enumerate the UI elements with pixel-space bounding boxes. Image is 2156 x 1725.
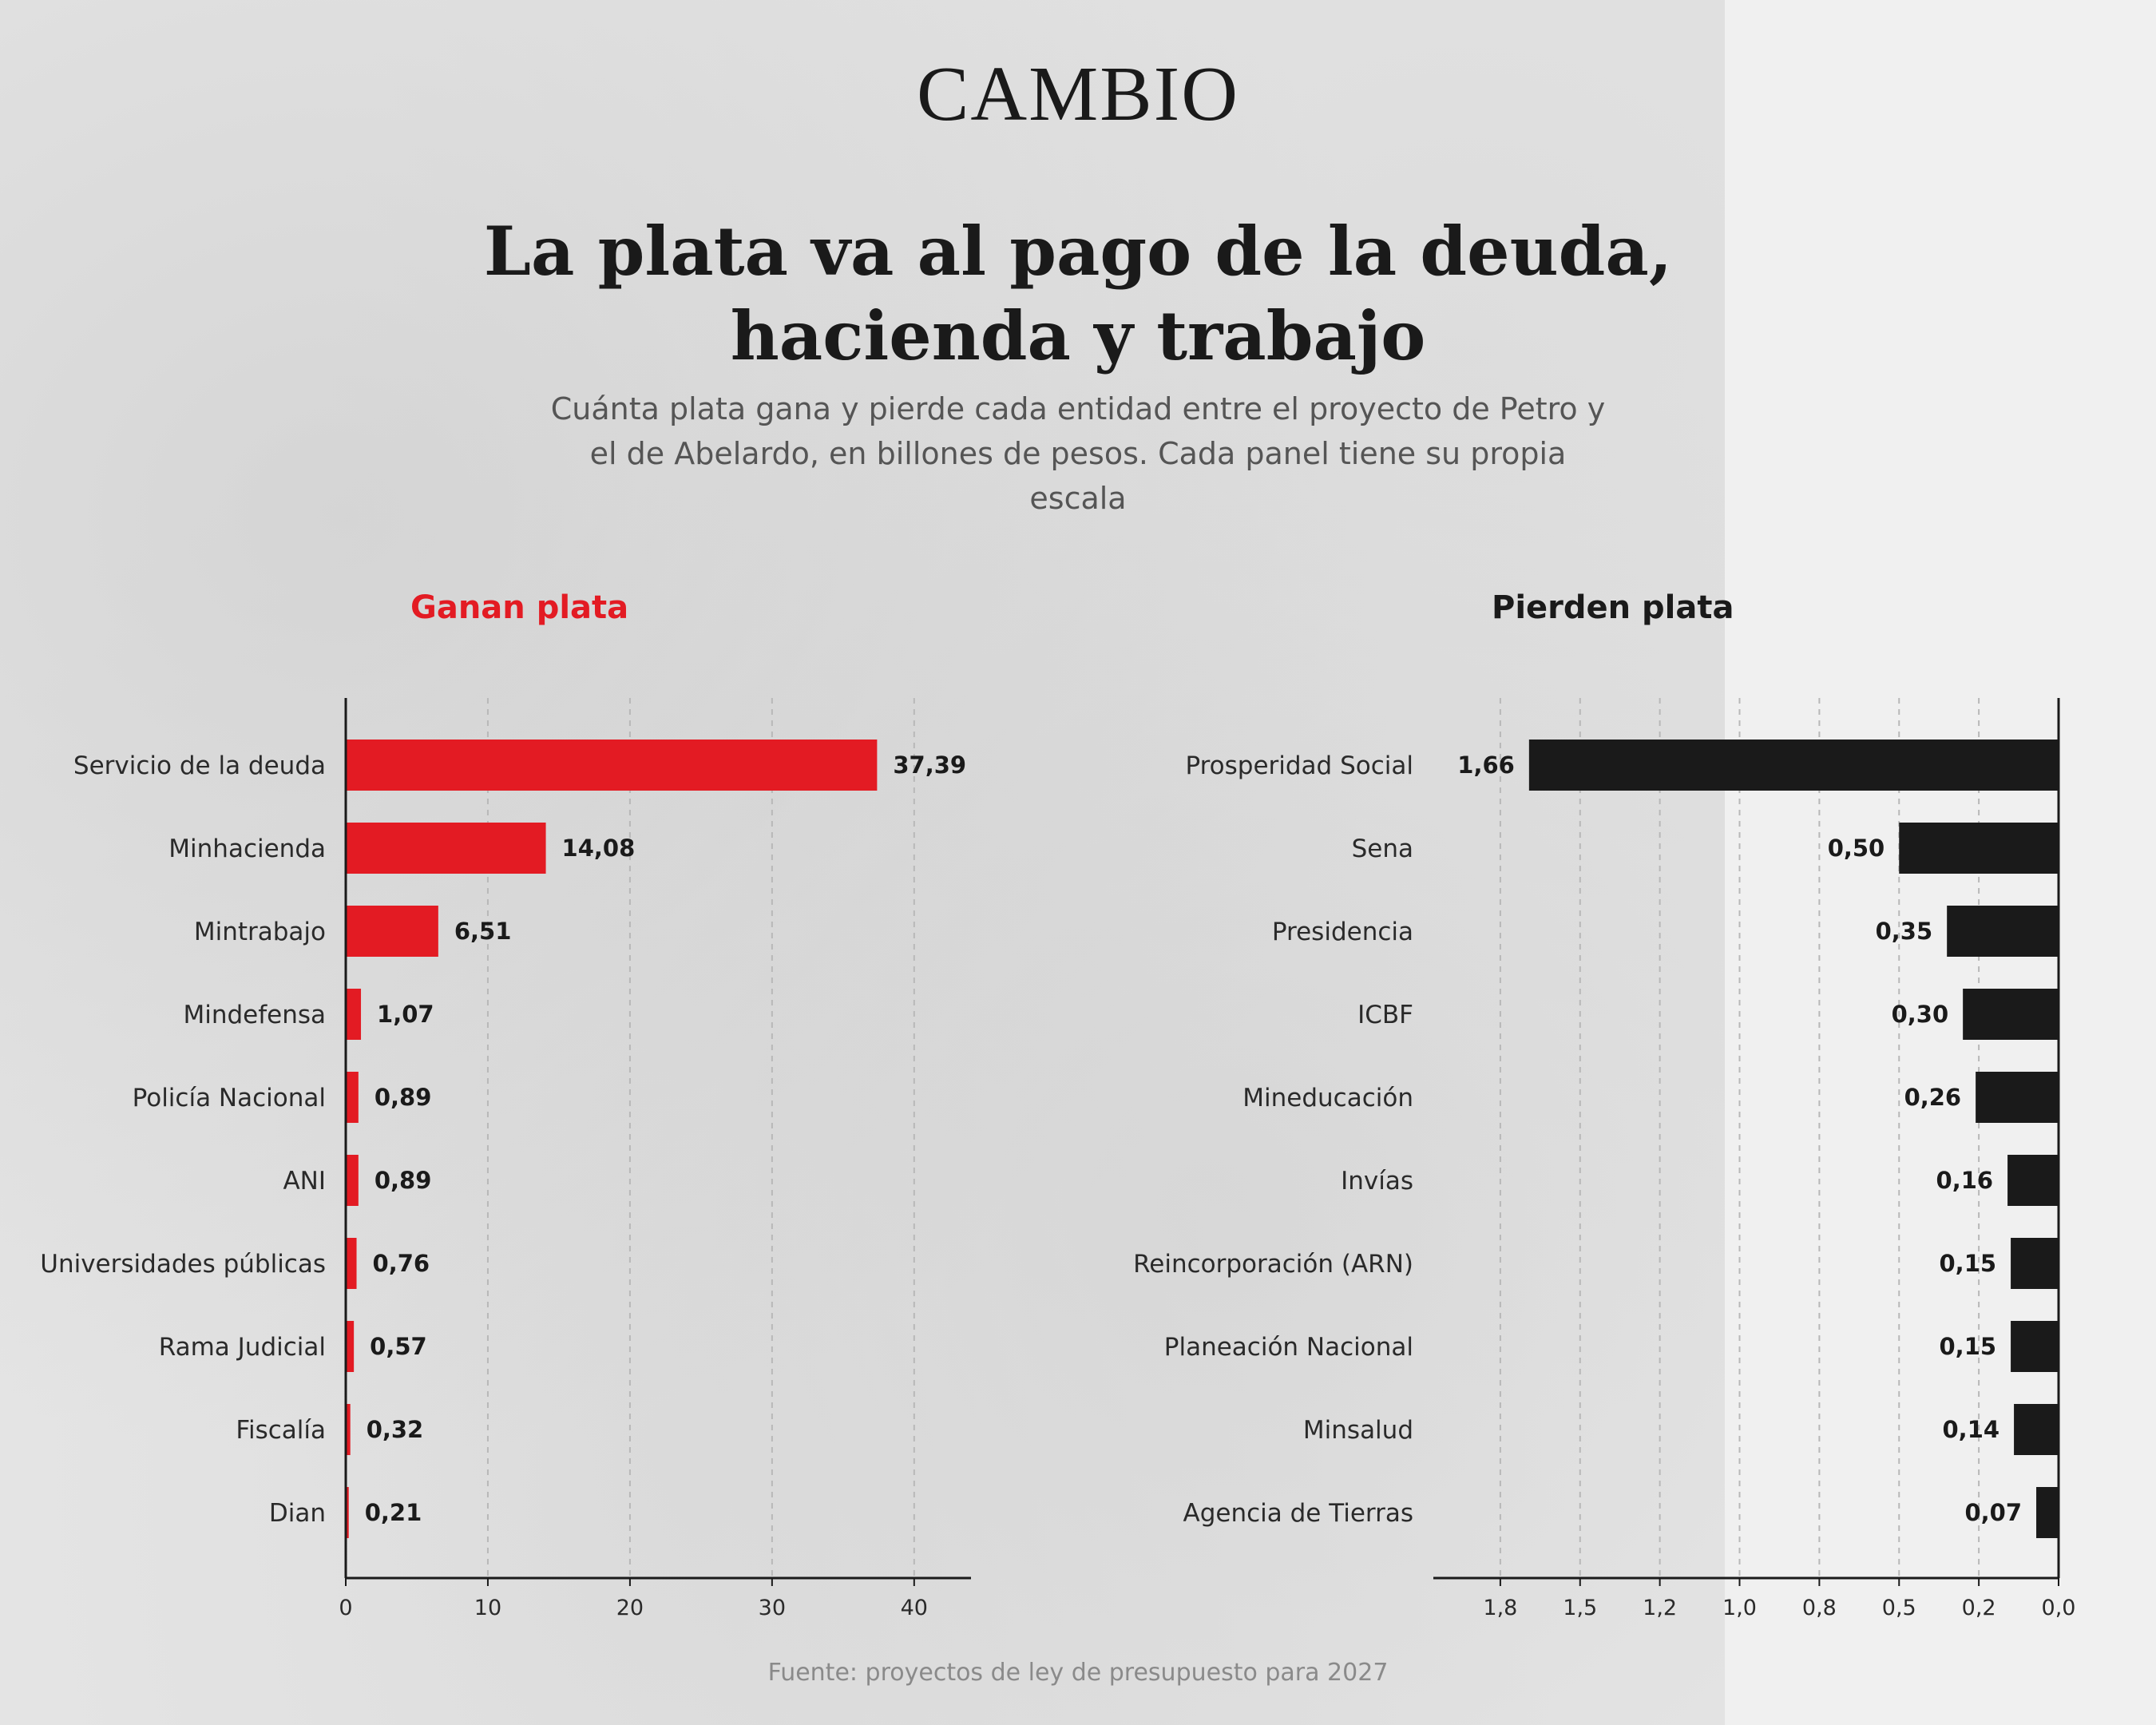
category-label: Minsalud: [1303, 1416, 1413, 1445]
tick-label: 0,5: [1882, 1596, 1916, 1620]
value-label: 0,14: [1943, 1416, 2000, 1443]
bar: [1528, 740, 2059, 791]
category-label: Minhacienda: [168, 835, 326, 863]
value-label: 1,66: [1457, 751, 1515, 779]
value-label: 0,16: [1936, 1167, 1994, 1194]
category-label: Mintrabajo: [194, 918, 326, 946]
category-label: Invías: [1341, 1167, 1413, 1196]
value-label: 0,35: [1876, 918, 1933, 945]
value-label: 37,39: [893, 751, 966, 779]
bar: [346, 1238, 357, 1289]
value-label: 14,08: [562, 835, 636, 862]
tick-label: 40: [901, 1596, 928, 1620]
value-label: 0,30: [1892, 1001, 1949, 1028]
value-label: 0,57: [370, 1333, 427, 1360]
category-label: Dian: [269, 1499, 326, 1528]
bar: [1963, 989, 2059, 1040]
value-label: 1,07: [377, 1001, 434, 1028]
category-label: Presidencia: [1272, 918, 1413, 946]
category-label: Mindefensa: [183, 1001, 326, 1029]
category-label: Reincorporación (ARN): [1133, 1250, 1413, 1279]
chart-subtitle: Cuánta plata gana y pierde cada entidad …: [550, 391, 1606, 516]
bar: [346, 1321, 355, 1372]
tick-label: 1,8: [1483, 1596, 1517, 1620]
tick-label: 1,2: [1643, 1596, 1677, 1620]
bar: [346, 1487, 349, 1538]
category-label: Fiscalía: [236, 1416, 326, 1445]
value-label: 0,89: [375, 1167, 432, 1194]
loss-panel: Prosperidad Social 1,66 Sena 0,50 Presidenci…: [1133, 698, 2075, 1620]
category-label: ANI: [283, 1167, 326, 1196]
value-label: 0,50: [1828, 835, 1885, 862]
bar: [2014, 1404, 2059, 1455]
value-label: 0,32: [367, 1416, 424, 1443]
value-label: 0,15: [1940, 1333, 1997, 1360]
bar: [2011, 1238, 2059, 1289]
cambio-logo: CAMBIO: [916, 51, 1240, 137]
value-label: 0,15: [1940, 1250, 1997, 1277]
tick-label: 0,0: [2042, 1596, 2076, 1620]
category-label: Sena: [1352, 835, 1413, 863]
value-label: 0,76: [373, 1250, 430, 1277]
value-label: 6,51: [454, 918, 512, 945]
panel-title-loss: Pierden plata: [1492, 589, 1734, 626]
bar: [346, 740, 878, 791]
category-label: Prosperidad Social: [1185, 751, 1413, 780]
category-label: Servicio de la deuda: [73, 751, 326, 780]
bar: [2007, 1155, 2059, 1206]
tick-label: 0,2: [1962, 1596, 1996, 1620]
tick-label: 1,5: [1563, 1596, 1597, 1620]
category-label: ICBF: [1357, 1001, 1413, 1029]
category-label: Universidades públicas: [40, 1250, 326, 1279]
bar: [1899, 823, 2059, 874]
tick-label: 0,8: [1802, 1596, 1837, 1620]
category-label: Rama Judicial: [159, 1333, 326, 1362]
bar: [346, 1072, 359, 1123]
value-label: 0,26: [1904, 1084, 1962, 1111]
source-note: Fuente: proyectos de ley de presupuesto …: [767, 1659, 1389, 1687]
bar: [1947, 906, 2059, 957]
tick-label: 30: [759, 1596, 786, 1620]
bar: [1976, 1072, 2059, 1123]
chart-title: La plata va al pago de la deuda, haciend…: [483, 212, 1673, 375]
tick-label: 10: [474, 1596, 501, 1620]
value-label: 0,89: [375, 1084, 432, 1111]
category-label: Mineducación: [1242, 1084, 1413, 1112]
category-label: Policía Nacional: [133, 1084, 326, 1112]
tick-label: 0: [339, 1596, 352, 1620]
bar: [346, 906, 438, 957]
bar: [346, 1404, 351, 1455]
tick-label: 1,0: [1722, 1596, 1757, 1620]
category-label: Agencia de Tierras: [1183, 1499, 1413, 1528]
category-label: Planeación Nacional: [1164, 1333, 1413, 1362]
value-label: 0,21: [365, 1499, 422, 1526]
bar: [2036, 1487, 2059, 1538]
value-label: 0,07: [1964, 1499, 2022, 1526]
gain-panel: Servicio de la deuda 37,39 Minhacienda 14,0…: [40, 698, 971, 1620]
bar: [346, 1155, 359, 1206]
bar: [346, 823, 546, 874]
tick-label: 20: [616, 1596, 644, 1620]
panel-title-gain: Ganan plata: [410, 589, 629, 626]
bar: [346, 989, 362, 1040]
paper-texture-background: [0, 0, 1725, 1725]
bar: [2011, 1321, 2059, 1372]
